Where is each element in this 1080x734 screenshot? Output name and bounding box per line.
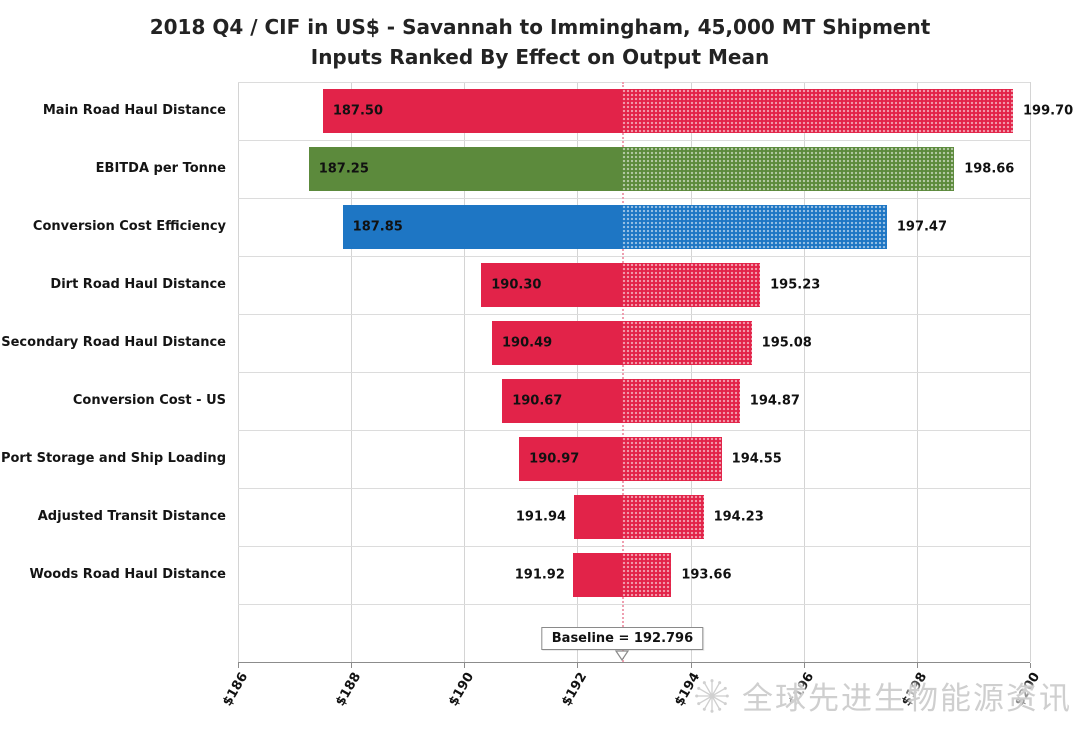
bar-low-segment (502, 379, 623, 423)
tick-mark (351, 663, 353, 668)
low-value-label: 190.49 (502, 335, 553, 351)
low-value-label: 191.92 (514, 567, 565, 583)
bar-high-segment (622, 205, 887, 249)
low-value-label: 187.50 (332, 103, 384, 119)
bar-low-segment (322, 89, 623, 133)
dandelion-logo-icon (695, 678, 729, 713)
low-value-label: 187.85 (352, 219, 403, 235)
baseline-label: Baseline = 192.796 (541, 627, 704, 650)
bar-row: 190.49 195.08 (238, 314, 1030, 372)
chart-title: 2018 Q4 / CIF in US$ - Savannah to Immin… (0, 0, 1080, 72)
bar-high-segment (622, 553, 672, 597)
row-gridline (238, 140, 1030, 141)
bar-low-segment (492, 321, 623, 365)
category-label: EBITDA per Tonne (95, 160, 226, 176)
chart-title-line2: Inputs Ranked By Effect on Output Mean (310, 45, 770, 69)
tick-mark (803, 663, 805, 668)
high-value-label: 197.47 (896, 219, 948, 235)
bar-high-segment (622, 89, 1014, 133)
high-value-label: 195.08 (761, 335, 812, 351)
x-axis: $186 $188 $190 $192 $194 $196 $198 $200 (0, 663, 1080, 727)
tick-mark (916, 663, 918, 668)
row-gridline (238, 488, 1030, 489)
tick-mark (238, 663, 239, 668)
category-label: Adjusted Transit Distance (37, 508, 226, 524)
watermark-text: 全球先进生物能源资讯 (742, 681, 1072, 716)
x-tick-label: $192 (559, 670, 591, 709)
high-value-label: 194.55 (731, 451, 782, 467)
bar-row: 190.67 194.87 (238, 372, 1030, 430)
plot-area: Baseline = 192.796 187.50 199.70 187.25 198… (238, 82, 1073, 663)
row-gridline (238, 430, 1030, 431)
x-tick-label: $188 (333, 670, 365, 709)
bar-row: 187.50 199.70 (238, 82, 1073, 140)
bar-row: 190.30 195.23 (238, 256, 1030, 314)
chart-title-line1: 2018 Q4 / CIF in US$ - Savannah to Immin… (149, 15, 931, 39)
low-value-label: 187.25 (318, 161, 369, 177)
row-gridline (238, 314, 1030, 315)
high-value-label: 198.66 (964, 161, 1015, 177)
high-value-label: 199.70 (1023, 103, 1074, 119)
watermark: 全球先进生物能源资讯 (690, 673, 1072, 718)
category-label: Conversion Cost Efficiency (32, 218, 226, 234)
baseline-line (622, 82, 625, 662)
bar-low-segment (481, 263, 623, 307)
baseline-pointer-icon (615, 650, 630, 661)
bar-row: 191.92 193.66 (238, 546, 1030, 604)
row-gridline (238, 546, 1030, 547)
x-axis-ticks: $186 $188 $190 $192 $194 $196 $198 $200 (220, 663, 1043, 727)
bar-low-segment (574, 495, 623, 539)
bar-high-segment (622, 379, 740, 423)
row-gridline (238, 372, 1030, 373)
low-value-label: 190.30 (491, 277, 542, 293)
high-value-label: 195.23 (770, 277, 821, 293)
category-label: Main Road Haul Distance (42, 102, 226, 118)
category-labels-column: Main Road Haul Distance EBITDA per Tonne C… (0, 82, 238, 663)
row-gridline (238, 256, 1030, 257)
x-tick-label: $190 (446, 670, 478, 709)
low-value-label: 190.97 (529, 451, 580, 467)
tick-mark (464, 663, 466, 668)
bar-high-segment (622, 147, 955, 191)
tick-mark (577, 663, 579, 668)
row-gridline (238, 198, 1030, 199)
bar-low-segment (572, 553, 623, 597)
axis-spacer (0, 663, 238, 727)
category-label: Woods Road Haul Distance (29, 566, 227, 582)
high-value-label: 193.66 (681, 567, 732, 583)
category-label: Secondary Road Haul Distance (1, 334, 226, 350)
gridline (1030, 82, 1031, 662)
category-label: Port Storage and Ship Loading (0, 450, 226, 466)
category-label: Dirt Road Haul Distance (50, 276, 226, 292)
low-value-label: 190.67 (512, 393, 563, 409)
bar-row: 187.25 198.66 (238, 140, 1030, 198)
tick-mark (690, 663, 692, 668)
bar-row: 191.94 194.23 (238, 488, 1030, 546)
bar-low-segment (519, 437, 623, 481)
low-value-label: 191.94 (515, 509, 567, 525)
category-label: Conversion Cost - US (72, 392, 226, 408)
bar-row: 187.85 197.47 (238, 198, 1030, 256)
bar-high-segment (622, 437, 722, 481)
bar-high-segment (622, 321, 752, 365)
row-gridline (238, 82, 1030, 83)
bar-low-segment (308, 147, 623, 191)
bar-high-segment (622, 263, 761, 307)
bar-row: 190.97 194.55 (238, 430, 1030, 488)
tick-mark (1030, 663, 1031, 668)
tornado-chart: Main Road Haul Distance EBITDA per Tonne C… (0, 82, 1080, 663)
high-value-label: 194.87 (749, 393, 800, 409)
bar-low-segment (342, 205, 623, 249)
row-gridline (238, 604, 1030, 605)
high-value-label: 194.23 (713, 509, 764, 525)
bar-high-segment (622, 495, 704, 539)
